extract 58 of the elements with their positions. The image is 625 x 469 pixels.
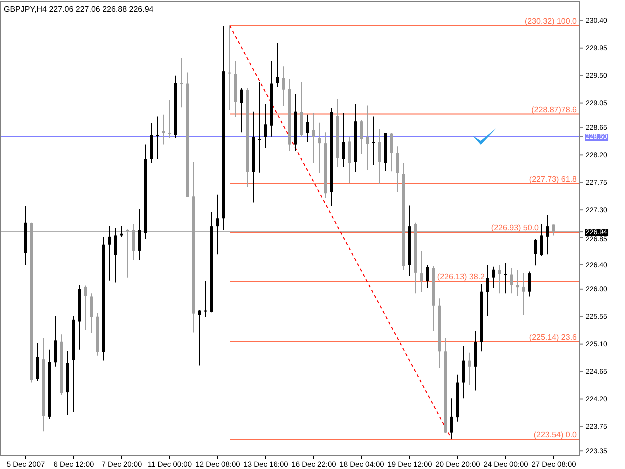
candlestick	[468, 352, 472, 386]
ref-line-label: (225.14) 23.6	[529, 332, 578, 342]
candlestick	[228, 25, 232, 111]
ref-line-label: (227.73) 61.8	[529, 174, 578, 184]
candlestick	[300, 82, 304, 138]
candlestick	[54, 316, 58, 368]
candlestick	[516, 270, 520, 297]
candlestick	[522, 273, 526, 316]
candlestick	[168, 100, 172, 139]
candlestick	[198, 310, 202, 366]
candlestick	[240, 88, 244, 134]
candlestick	[108, 226, 112, 282]
candlestick	[318, 122, 322, 174]
candlestick	[90, 293, 94, 334]
candlestick	[258, 82, 262, 174]
ref-line-label: (223.54) 0.0	[534, 430, 578, 440]
ref-line-label: (226.13) 38.2	[437, 272, 486, 282]
ref-line-label: (228.87)78.6	[532, 105, 578, 114]
candlestick	[396, 146, 400, 193]
candlestick	[390, 132, 394, 172]
candlestick	[84, 285, 88, 331]
candlestick	[114, 228, 118, 284]
candlestick	[450, 398, 454, 440]
candlestick	[540, 224, 544, 257]
candlestick	[282, 66, 286, 107]
ref-line-label: (230.32) 100.0	[524, 16, 578, 26]
candlestick	[366, 105, 370, 171]
candlestick	[510, 268, 514, 294]
candlestick	[378, 129, 382, 185]
candlestick	[462, 346, 466, 400]
candlestick	[216, 194, 220, 256]
candlestick	[276, 42, 280, 88]
candlestick	[348, 136, 352, 184]
candlestick	[498, 264, 502, 294]
candlestick	[552, 224, 556, 236]
candlestick	[132, 224, 136, 261]
ref-line-label: (226.93) 50.0	[491, 224, 540, 233]
candlestick	[306, 114, 310, 143]
candlestick	[528, 271, 532, 298]
candlestick	[546, 214, 550, 256]
candlestick	[36, 342, 40, 382]
candlestick	[138, 208, 142, 261]
candlestick	[180, 58, 184, 108]
candlestick	[372, 116, 376, 166]
candlestick	[426, 264, 430, 289]
candlestick	[534, 238, 538, 266]
candlestick	[264, 104, 268, 149]
candlestick	[156, 116, 160, 160]
candlestick	[204, 280, 208, 318]
candlestick	[504, 262, 508, 294]
candlestick	[492, 266, 496, 289]
chart-title: GBPJPY,H4 227.06 227.06 226.88 226.94	[4, 5, 154, 14]
candlestick	[360, 120, 364, 154]
candlestick	[486, 264, 490, 317]
candlestick	[126, 229, 130, 278]
candlestick	[420, 250, 424, 293]
candlestick	[342, 112, 346, 168]
candlestick	[312, 112, 316, 164]
